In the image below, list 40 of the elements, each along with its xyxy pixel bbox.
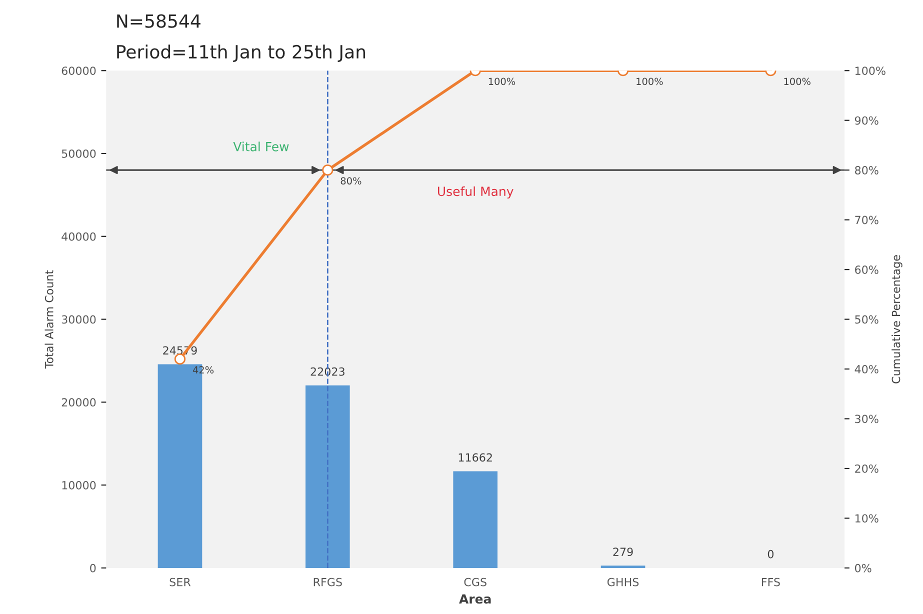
y2-tick-label: 70% <box>855 216 878 224</box>
y2-tick-label: 100% <box>855 66 886 75</box>
data-label: 100% <box>784 78 810 86</box>
y2-tick-label: 0% <box>855 564 872 572</box>
data-label: 100% <box>636 78 663 86</box>
y2-tick-label: 50% <box>855 315 878 324</box>
data-label: 100% <box>488 78 516 86</box>
x-tick-label: SER <box>170 578 191 586</box>
y2-axis-title: Cumulative Percentage <box>892 255 902 384</box>
y2-tick-label: 80% <box>855 166 878 174</box>
data-label: 11662 <box>458 453 492 462</box>
chart-subtitle: Period=11th Jan to 25th Jan <box>117 44 366 62</box>
data-label: 80% <box>340 177 362 185</box>
data-label: 279 <box>613 548 633 556</box>
chart-title: N=58544 <box>117 14 200 28</box>
y-tick-label: 30000 <box>62 315 96 324</box>
y2-tick-label: 10% <box>855 514 878 523</box>
annotation: Vital Few <box>233 142 289 152</box>
data-label: 22023 <box>310 367 344 376</box>
bar <box>306 385 350 568</box>
x-tick-label: CGS <box>464 578 486 586</box>
y-tick-label: 10000 <box>62 481 96 490</box>
y-tick-label: 20000 <box>62 398 96 407</box>
y2-tick-label: 90% <box>854 116 878 125</box>
x-tick-label: FFS <box>762 578 780 586</box>
x-tick-label: GHHS <box>607 578 639 586</box>
y-tick-label: 40000 <box>62 232 96 241</box>
annotation: Useful Many <box>438 186 514 199</box>
bar <box>453 471 498 568</box>
x-tick-label: RFGS <box>314 578 342 586</box>
y-tick-label: 50000 <box>62 149 96 158</box>
y2-tick-label: 30% <box>855 414 878 424</box>
y-tick-label: 0 <box>90 564 96 572</box>
y-tick-label: 60000 <box>62 66 96 75</box>
y2-tick-label: 20% <box>855 464 878 473</box>
y-axis-title: Total Alarm Count <box>44 270 54 369</box>
y2-tick-label: 60% <box>855 266 878 274</box>
y2-tick-label: 40% <box>854 364 878 374</box>
data-label: 0 <box>768 550 774 558</box>
x-axis-title: Area <box>459 594 491 604</box>
